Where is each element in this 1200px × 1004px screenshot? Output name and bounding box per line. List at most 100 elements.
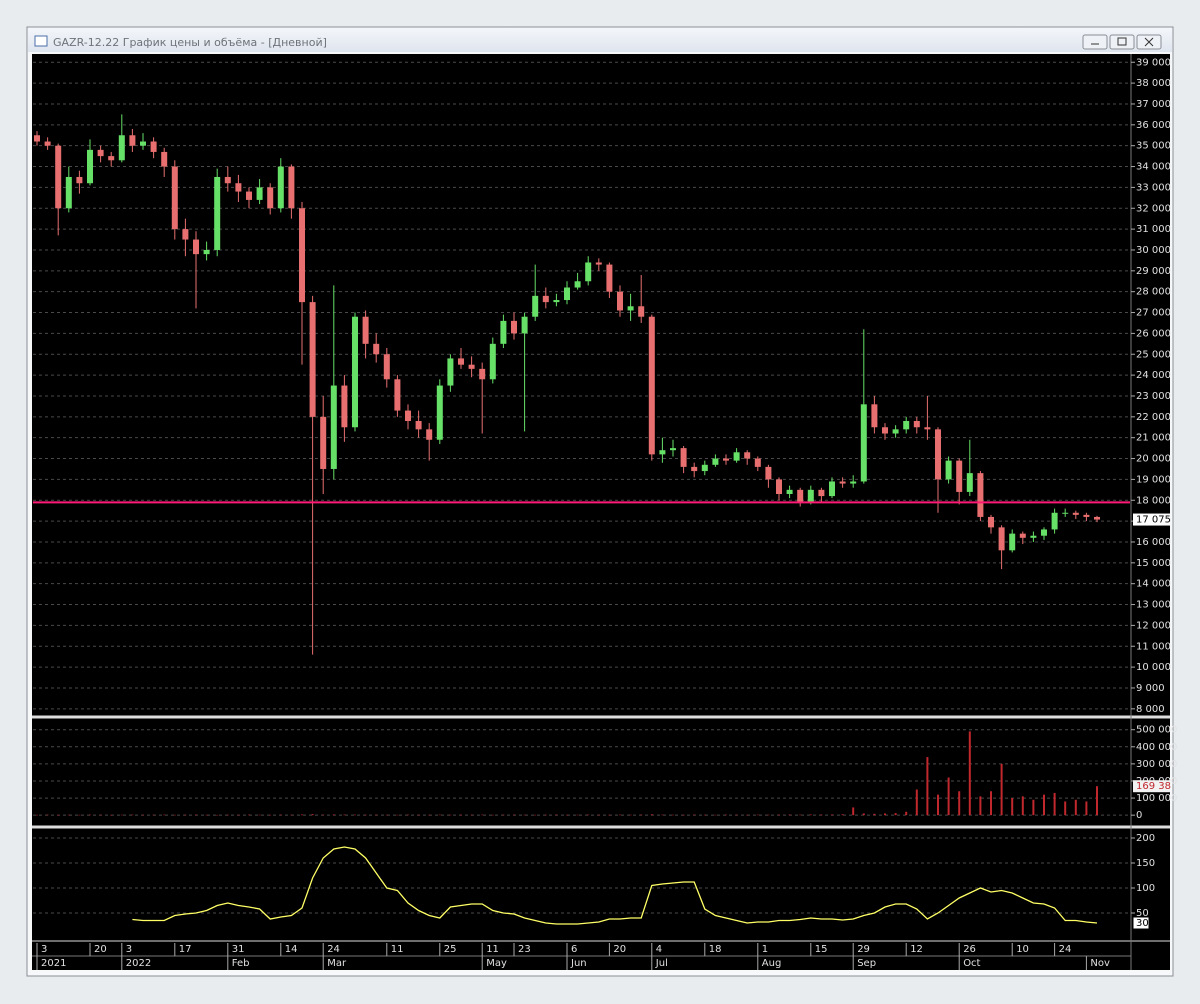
- last-price-label: 17 075: [1136, 515, 1171, 526]
- volume-bar: [396, 814, 399, 816]
- volume-bar: [417, 814, 420, 816]
- candle-body: [436, 385, 443, 440]
- volume-bar: [1043, 794, 1045, 816]
- candle-body: [118, 135, 125, 161]
- y-tick-label: 100 000: [1136, 793, 1177, 804]
- candle-body: [839, 481, 846, 484]
- volume-bar: [788, 814, 791, 816]
- volume-bar: [661, 814, 664, 816]
- volume-bar: [1000, 763, 1003, 816]
- candle-body: [256, 187, 263, 200]
- candle-body: [691, 466, 698, 472]
- candle-body: [426, 429, 433, 440]
- candle-body: [161, 151, 168, 167]
- candle-body: [765, 466, 772, 480]
- volume-bar: [269, 814, 272, 816]
- candle-body: [818, 489, 825, 497]
- volume-bar: [735, 814, 738, 816]
- x-tick-label: 10: [1016, 944, 1029, 955]
- candle-body: [574, 281, 581, 288]
- y-tick-label: 33 000: [1136, 182, 1171, 193]
- volume-bar: [555, 814, 558, 816]
- candle-body: [882, 427, 888, 434]
- volume-bar: [481, 814, 484, 816]
- candle-body: [892, 429, 899, 434]
- volume-bar: [926, 757, 929, 816]
- candle-body: [935, 429, 941, 480]
- x-tick-label: 3: [41, 944, 47, 955]
- period-label: Jul: [655, 958, 668, 969]
- volume-bar: [703, 814, 706, 816]
- volume-bar: [1053, 792, 1056, 816]
- candle-body: [1019, 533, 1026, 538]
- volume-bar: [343, 814, 346, 816]
- candle-body: [150, 141, 157, 152]
- x-tick-label: 15: [815, 944, 828, 955]
- volume-bar: [163, 814, 166, 816]
- volume-bar: [407, 814, 409, 816]
- candle-body: [288, 166, 295, 209]
- candle-body: [55, 145, 62, 209]
- window-icon: [34, 35, 48, 47]
- period-label: 2021: [41, 958, 66, 969]
- candle-body: [129, 135, 136, 146]
- volume-bar: [809, 814, 812, 816]
- candle-body: [1083, 514, 1090, 517]
- candle-body: [998, 527, 1005, 551]
- candle-body: [542, 295, 549, 303]
- candle-body: [373, 343, 380, 355]
- y-tick-label: 12 000: [1136, 620, 1171, 631]
- volume-bar: [619, 814, 621, 816]
- candle-body: [405, 410, 411, 421]
- candle-body: [786, 489, 793, 494]
- period-label: Aug: [762, 958, 782, 969]
- x-tick-label: 6: [571, 944, 577, 955]
- x-tick-label: 3: [126, 944, 132, 955]
- volume-bar: [1011, 798, 1014, 816]
- candle-body: [224, 176, 231, 184]
- y-tick-label: 100: [1136, 883, 1155, 894]
- candle-body: [1051, 512, 1058, 530]
- candle-body: [214, 176, 221, 250]
- candle-body: [479, 368, 486, 380]
- volume-bar: [195, 814, 197, 816]
- candle-body: [966, 473, 973, 492]
- y-tick-label: 500 000: [1136, 725, 1177, 736]
- candle-body: [723, 458, 729, 461]
- minimize-button[interactable]: [1082, 34, 1108, 50]
- candle-body: [447, 358, 454, 386]
- y-tick-label: 29 000: [1136, 266, 1171, 277]
- candle-body: [87, 149, 93, 184]
- period-label: Feb: [232, 958, 250, 969]
- volume-bar: [873, 813, 876, 816]
- volume-bar: [1085, 801, 1088, 816]
- restore-button[interactable]: [1109, 34, 1135, 50]
- volume-bar: [576, 814, 579, 816]
- candle-body: [924, 427, 931, 430]
- volume-bar: [979, 796, 982, 816]
- y-tick-label: 25 000: [1136, 349, 1171, 360]
- x-tick-label: 1: [762, 944, 768, 955]
- volume-bar: [1096, 786, 1098, 816]
- volume-bar: [672, 814, 674, 816]
- volume-bar: [608, 814, 611, 816]
- y-tick-label: 15 000: [1136, 558, 1171, 569]
- candle-body: [797, 489, 804, 503]
- volume-bar: [173, 814, 176, 816]
- y-tick-label: 19 000: [1136, 474, 1171, 485]
- candle-body: [1041, 529, 1047, 536]
- candle-body: [468, 364, 475, 369]
- plot: 8 000 9 000 10 000 11 000 12 000 13 000 14 000…: [33, 57, 1177, 970]
- y-tick-label: 27 000: [1136, 308, 1171, 319]
- candle-body: [76, 176, 83, 184]
- x-tick-label: 4: [656, 944, 662, 955]
- period-label: May: [486, 958, 507, 969]
- candle-body: [108, 156, 115, 161]
- candle-body: [320, 416, 327, 469]
- candle-body: [701, 464, 708, 472]
- candle-body: [140, 141, 146, 146]
- y-tick-label: 34 000: [1136, 162, 1171, 173]
- y-tick-label: 20 000: [1136, 454, 1171, 465]
